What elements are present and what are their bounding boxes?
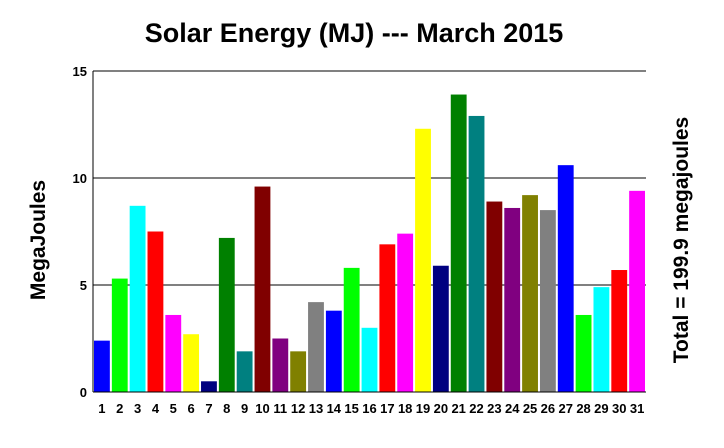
bar-day-18 [397, 233, 414, 392]
x-tick-label: 30 [612, 401, 626, 416]
bar-day-7 [201, 381, 217, 392]
bar-day-21 [450, 94, 467, 392]
x-tick-label: 3 [134, 401, 141, 416]
bar-day-2 [111, 278, 128, 392]
bar-day-29 [593, 287, 610, 392]
x-tick-label: 28 [576, 401, 590, 416]
y-axis-label: MegaJoules [27, 180, 50, 300]
chart-title: Solar Energy (MJ) --- March 2015 [145, 18, 564, 48]
bar-day-17 [379, 244, 396, 392]
x-tick-label: 27 [558, 401, 572, 416]
x-tick-label: 25 [523, 401, 537, 416]
x-tick-label: 9 [241, 401, 248, 416]
x-tick-label: 5 [170, 401, 177, 416]
x-tick-label: 2 [116, 401, 123, 416]
x-tick-label: 24 [505, 401, 520, 416]
bar-day-30 [611, 270, 628, 392]
bar-day-4 [147, 231, 164, 392]
x-tick-label: 8 [223, 401, 230, 416]
x-tick-label: 23 [487, 401, 501, 416]
bar-day-10 [254, 186, 271, 392]
x-tick-label: 6 [187, 401, 194, 416]
bar-day-6 [183, 334, 200, 392]
x-tick-label: 22 [469, 401, 483, 416]
x-tick-label: 11 [273, 401, 287, 416]
y-tick-label: 0 [80, 385, 87, 400]
x-tick-label: 13 [309, 401, 323, 416]
bar-day-11 [272, 338, 289, 392]
bar-day-22 [468, 115, 485, 392]
bar-day-9 [236, 351, 253, 392]
bar-day-26 [539, 210, 556, 392]
bar-day-13 [308, 302, 324, 392]
total-label: Total = 199.9 megajoules [670, 117, 693, 363]
x-tick-label: 12 [291, 401, 305, 416]
y-tick-label: 10 [73, 171, 87, 186]
x-tick-label: 14 [327, 401, 342, 416]
bar-day-27 [557, 165, 574, 392]
x-tick-labels: 1 2 3 4 5 6 7 8 9 10 11 12 13 14 15 16 17 18 19 20 21 22 23 24 2… [98, 401, 644, 416]
x-tick-label: 1 [98, 401, 105, 416]
x-tick-label: 18 [398, 401, 412, 416]
x-tick-label: 29 [594, 401, 608, 416]
y-tick-labels: 0 5 10 15 [73, 64, 87, 400]
x-tick-label: 16 [362, 401, 376, 416]
bar-day-14 [325, 310, 342, 392]
x-tick-label: 31 [630, 401, 644, 416]
x-tick-label: 19 [416, 401, 430, 416]
bar-day-15 [343, 267, 360, 392]
x-tick-label: 15 [344, 401, 358, 416]
x-tick-label: 4 [152, 401, 160, 416]
bar-day-31 [629, 190, 645, 392]
x-tick-label: 10 [255, 401, 269, 416]
bar-day-28 [575, 314, 592, 392]
y-tick-label: 5 [80, 278, 87, 293]
bar-day-3 [129, 205, 146, 392]
bar-day-1 [94, 340, 110, 392]
bar-day-12 [290, 351, 307, 392]
bar-day-25 [522, 195, 538, 392]
axes [92, 71, 646, 393]
bar-day-5 [165, 314, 182, 392]
x-tick-label: 17 [380, 401, 394, 416]
x-tick-label: 26 [541, 401, 555, 416]
y-tick-label: 15 [73, 64, 87, 79]
bar-day-23 [486, 201, 503, 392]
bar-day-16 [361, 327, 378, 392]
bar-day-24 [504, 207, 521, 392]
bars [94, 94, 645, 392]
x-tick-label: 21 [451, 401, 465, 416]
x-tick-label: 20 [434, 401, 448, 416]
bar-day-19 [415, 128, 431, 392]
bar-day-8 [218, 237, 235, 392]
x-tick-label: 7 [205, 401, 212, 416]
bar-day-20 [432, 265, 449, 392]
